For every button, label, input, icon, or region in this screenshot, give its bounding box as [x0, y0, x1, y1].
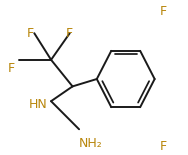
Text: F: F [27, 27, 34, 40]
Text: HN: HN [29, 98, 47, 111]
Text: NH₂: NH₂ [79, 137, 103, 150]
Text: F: F [159, 140, 167, 153]
Text: F: F [159, 5, 167, 18]
Text: F: F [66, 27, 73, 40]
Text: F: F [8, 62, 15, 75]
